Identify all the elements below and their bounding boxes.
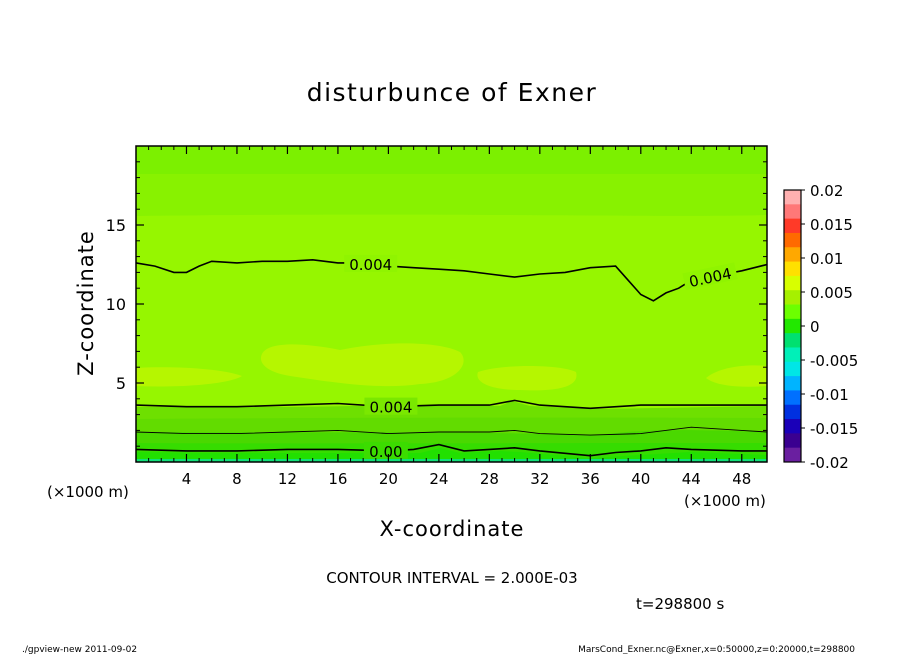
x-tick-label: 4 [182,470,192,488]
colorbar-segment [784,290,801,306]
field-low-band-4 [136,448,767,462]
contour-line [136,399,767,410]
contour-label: 0.00 [369,443,402,461]
x-unit-right: (×1000 m) [684,492,766,510]
contour-interval-label: CONTOUR INTERVAL = 2.000E-03 [326,569,577,587]
x-tick-label: 36 [581,470,600,488]
x-tick-label: 32 [530,470,549,488]
y-tick-label: 15 [106,216,126,235]
colorbar-label: 0 [810,318,820,336]
contour-line [136,443,767,457]
colorbar-label: 0.015 [810,216,853,234]
field-blob-4 [706,365,767,387]
time-label: t=298800 s [636,595,724,613]
x-axis-title: X-coordinate [380,517,525,541]
contour-line [136,258,767,302]
colorbar-label: -0.01 [810,386,849,404]
colorbar-segment [784,318,801,334]
y-tick-label: 5 [116,374,126,393]
colorbar-label: 0.02 [810,182,843,200]
contour-line [136,426,767,436]
contour-label-bg [363,441,408,459]
colorbar-label: -0.005 [810,352,858,370]
y-axis-title: Z-coordinate [74,230,98,376]
colorbar-segment [784,447,801,463]
field-upper-band [136,174,767,216]
colorbar-segment [784,433,801,449]
contour-label: 0.004 [349,256,392,274]
chart-title: disturbunce of Exner [307,78,598,107]
field-blob-2 [136,367,242,387]
colorbar-segment [784,261,801,277]
colorbar-label: -0.02 [810,454,849,472]
colorbar-segment [784,404,801,420]
x-tick-label: 20 [379,470,398,488]
x-unit-left: (×1000 m) [47,483,129,501]
colorbar-segment [784,361,801,377]
colorbar-segment [784,304,801,320]
contour-label-bg [364,397,418,415]
x-tick-label: 40 [631,470,650,488]
x-tick-label: 12 [278,470,297,488]
colorbar-segment [784,232,801,248]
colorbar-segment [784,347,801,363]
x-tick-label: 48 [732,470,751,488]
colorbar-segment [784,390,801,406]
x-tick-label: 44 [682,470,701,488]
contour-label-bg [344,254,398,272]
colorbar-segment [784,190,801,205]
x-tick-label: 8 [232,470,242,488]
field-top-band [136,146,767,174]
heatmap-field [136,146,767,462]
x-tick-label: 24 [429,470,448,488]
colorbar-labels: 0.02 0.015 0.01 0.005 0 -0.005 -0.01 -0.015 -0.0… [801,182,858,472]
x-tick-label: 16 [328,470,347,488]
x-axis-ticks: 4 8 12 16 20 24 28 32 36 40 44 48 [148,146,755,488]
field-blob-1 [260,343,464,387]
y-axis-ticks: 5 10 15 [106,161,767,447]
footer-left-info: ./gpview-new 2011-09-02 [22,645,137,654]
x-tick-label: 28 [480,470,499,488]
colorbar-segment [784,275,801,291]
colorbar-segment [784,218,801,234]
contour-label: 0.004 [369,399,412,417]
colorbar-segment [784,247,801,263]
contour-lines [136,258,767,457]
contour-label-bg [682,262,738,291]
colorbar-label: 0.01 [810,250,843,268]
colorbar-segment [784,376,801,391]
colorbar-segment [784,333,801,348]
footer-right-info: MarsCond_Exner.nc@Exner,x=0:50000,z=0:20… [578,645,855,654]
colorbar-segment [784,204,801,220]
colorbar-label: 0.005 [810,284,853,302]
y-tick-label: 10 [106,295,126,314]
colorbar [783,189,802,463]
colorbar-segment [784,419,801,434]
colorbar-label: -0.015 [810,420,858,438]
field-blob-3 [477,366,577,391]
